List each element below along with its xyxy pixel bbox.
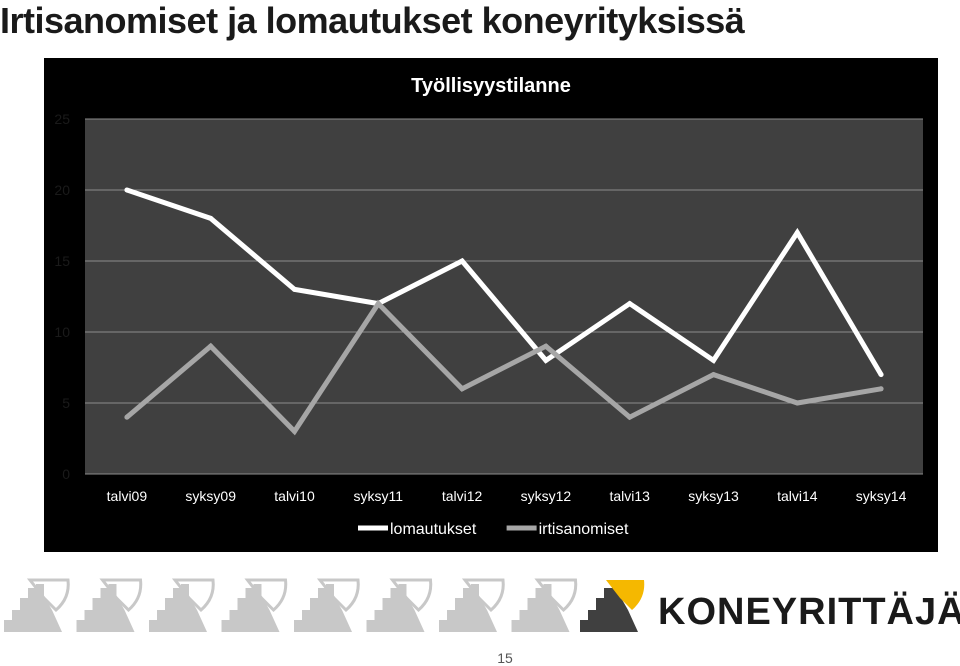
legend-item-irtisanomiset: irtisanomiset xyxy=(506,521,629,538)
data-point-lomautukset xyxy=(543,357,549,363)
faded-logo-mark-icon xyxy=(149,578,215,632)
stair-shape xyxy=(580,584,638,632)
x-tick-label: syksy09 xyxy=(185,488,236,504)
data-point-lomautukset xyxy=(124,187,130,193)
x-tick-label: syksy12 xyxy=(521,488,572,504)
y-tick-label: 5 xyxy=(62,395,70,411)
logo-mark-icon xyxy=(580,580,645,632)
logo-brand-text: KONEYRITTÄJÄT xyxy=(658,590,960,633)
y-tick-label: 10 xyxy=(54,324,70,340)
y-tick-label: 25 xyxy=(54,111,70,127)
x-tick-label: syksy14 xyxy=(856,488,907,504)
data-point-lomautukset xyxy=(711,357,716,363)
faded-logo-mark-icon xyxy=(511,578,578,632)
legend-label: irtisanomiset xyxy=(539,521,629,538)
x-tick-label: syksy11 xyxy=(354,488,404,504)
stair-shape xyxy=(221,584,280,632)
legend-label: lomautukset xyxy=(390,521,477,538)
data-point-irtisanomiset xyxy=(627,414,633,420)
data-point-lomautukset xyxy=(878,372,884,378)
bucket-outline xyxy=(171,578,215,613)
bucket-outline xyxy=(534,578,578,613)
legend-item-lomautukset: lomautukset xyxy=(358,521,477,538)
series-line-irtisanomiset xyxy=(125,299,882,436)
chart-title: Työllisyystilanne xyxy=(411,75,571,97)
koneyrittajat-logo-row: KONEYRITTÄJÄT xyxy=(0,576,960,640)
legend: lomautukset irtisanomiset xyxy=(358,521,629,538)
stair-shape xyxy=(439,584,497,632)
faded-logo-mark-icon xyxy=(366,578,433,632)
data-point-irtisanomiset xyxy=(711,372,716,378)
faded-logo-mark-icon xyxy=(221,578,288,632)
plot-area xyxy=(85,119,923,474)
bucket-outline xyxy=(389,578,433,613)
bucket-outline xyxy=(461,578,505,613)
y-tick-label: 20 xyxy=(54,182,70,198)
x-tick-label: talvi09 xyxy=(107,488,148,504)
line-chart: Työllisyystilanne 0 5 10 15 20 25 talvi09 syksy0… xyxy=(44,58,938,552)
data-point-irtisanomiset xyxy=(375,301,381,307)
bucket-shape xyxy=(606,580,645,610)
faded-logo-mark-icon xyxy=(439,578,505,632)
stair-shape xyxy=(294,584,352,632)
slide-title: Irtisanomiset ja lomautukset koneyrityks… xyxy=(0,0,745,41)
data-point-lomautukset xyxy=(292,286,297,292)
faded-logo-mark-icon xyxy=(294,578,360,632)
bucket-outline xyxy=(316,578,360,613)
stair-shape xyxy=(366,584,425,632)
data-point-irtisanomiset xyxy=(794,400,800,406)
bucket-outline xyxy=(99,578,143,613)
page-number: 15 xyxy=(497,650,513,666)
stair-shape xyxy=(4,584,62,632)
faded-logo-mark-icon xyxy=(76,578,143,632)
stair-shape xyxy=(76,584,135,632)
data-point-irtisanomiset xyxy=(124,414,130,420)
x-tick-label: talvi13 xyxy=(609,488,650,504)
y-tick-label: 15 xyxy=(54,253,70,269)
y-tick-label: 0 xyxy=(62,466,70,482)
data-point-irtisanomiset xyxy=(459,386,465,392)
faded-logo-mark-icon xyxy=(4,578,70,632)
data-point-lomautukset xyxy=(794,230,800,236)
chart-container: Työllisyystilanne 0 5 10 15 20 25 talvi09 syksy0… xyxy=(0,58,940,552)
data-point-irtisanomiset xyxy=(543,343,549,349)
stair-shape xyxy=(511,584,570,632)
data-point-lomautukset xyxy=(627,301,633,307)
data-point-irtisanomiset xyxy=(878,386,884,392)
x-tick-label: talvi10 xyxy=(274,488,315,504)
data-point-irtisanomiset xyxy=(208,343,214,349)
x-tick-label: syksy13 xyxy=(688,488,739,504)
x-tick-label: talvi12 xyxy=(442,488,483,504)
x-tick-label: talvi14 xyxy=(777,488,818,504)
bucket-outline xyxy=(244,578,288,613)
data-point-lomautukset xyxy=(459,258,465,264)
bucket-outline xyxy=(26,578,70,613)
data-point-lomautukset xyxy=(208,215,214,221)
stair-shape xyxy=(149,584,207,632)
data-point-irtisanomiset xyxy=(292,428,297,434)
series-line-lomautukset xyxy=(126,187,884,376)
koneyrittajat-logo: KONEYRITTÄJÄT xyxy=(4,578,960,633)
